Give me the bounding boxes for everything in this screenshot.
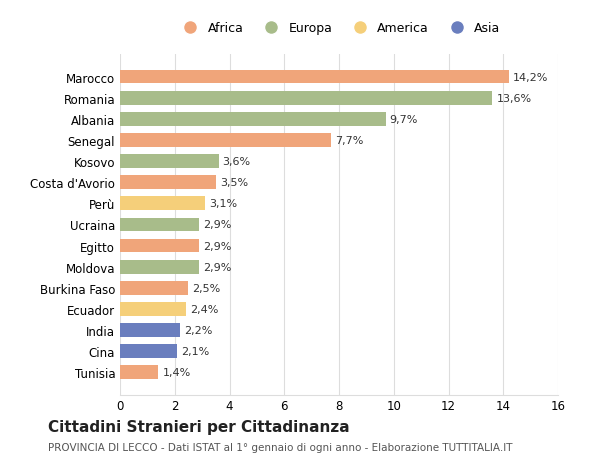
Legend: Africa, Europa, America, Asia: Africa, Europa, America, Asia (173, 17, 505, 40)
Text: PROVINCIA DI LECCO - Dati ISTAT al 1° gennaio di ogni anno - Elaborazione TUTTIT: PROVINCIA DI LECCO - Dati ISTAT al 1° ge… (48, 442, 512, 452)
Bar (120, 281, 188, 295)
Bar (120, 176, 216, 190)
Text: 14,2%: 14,2% (513, 73, 548, 82)
Text: 3,1%: 3,1% (209, 199, 237, 209)
Text: Cittadini Stranieri per Cittadinanza: Cittadini Stranieri per Cittadinanza (48, 420, 350, 435)
Text: 2,9%: 2,9% (203, 262, 232, 272)
Text: 2,2%: 2,2% (184, 325, 213, 335)
Text: 1,4%: 1,4% (163, 368, 191, 377)
Text: 7,7%: 7,7% (335, 135, 363, 146)
Bar (120, 92, 493, 105)
Bar (120, 302, 186, 316)
Text: 3,6%: 3,6% (223, 157, 251, 167)
Bar (120, 324, 180, 337)
Text: 9,7%: 9,7% (389, 115, 418, 124)
Bar (120, 366, 158, 379)
Text: 2,9%: 2,9% (203, 241, 232, 251)
Text: 2,5%: 2,5% (193, 283, 221, 293)
Text: 3,5%: 3,5% (220, 178, 248, 188)
Bar (120, 134, 331, 147)
Bar (120, 239, 199, 253)
Text: 2,1%: 2,1% (182, 347, 210, 356)
Bar (120, 112, 386, 126)
Bar (120, 197, 205, 211)
Bar (120, 345, 178, 358)
Bar (120, 155, 218, 168)
Bar (120, 218, 199, 232)
Bar (120, 260, 199, 274)
Bar (120, 71, 509, 84)
Text: 2,4%: 2,4% (190, 304, 218, 314)
Text: 2,9%: 2,9% (203, 220, 232, 230)
Text: 13,6%: 13,6% (496, 94, 532, 103)
